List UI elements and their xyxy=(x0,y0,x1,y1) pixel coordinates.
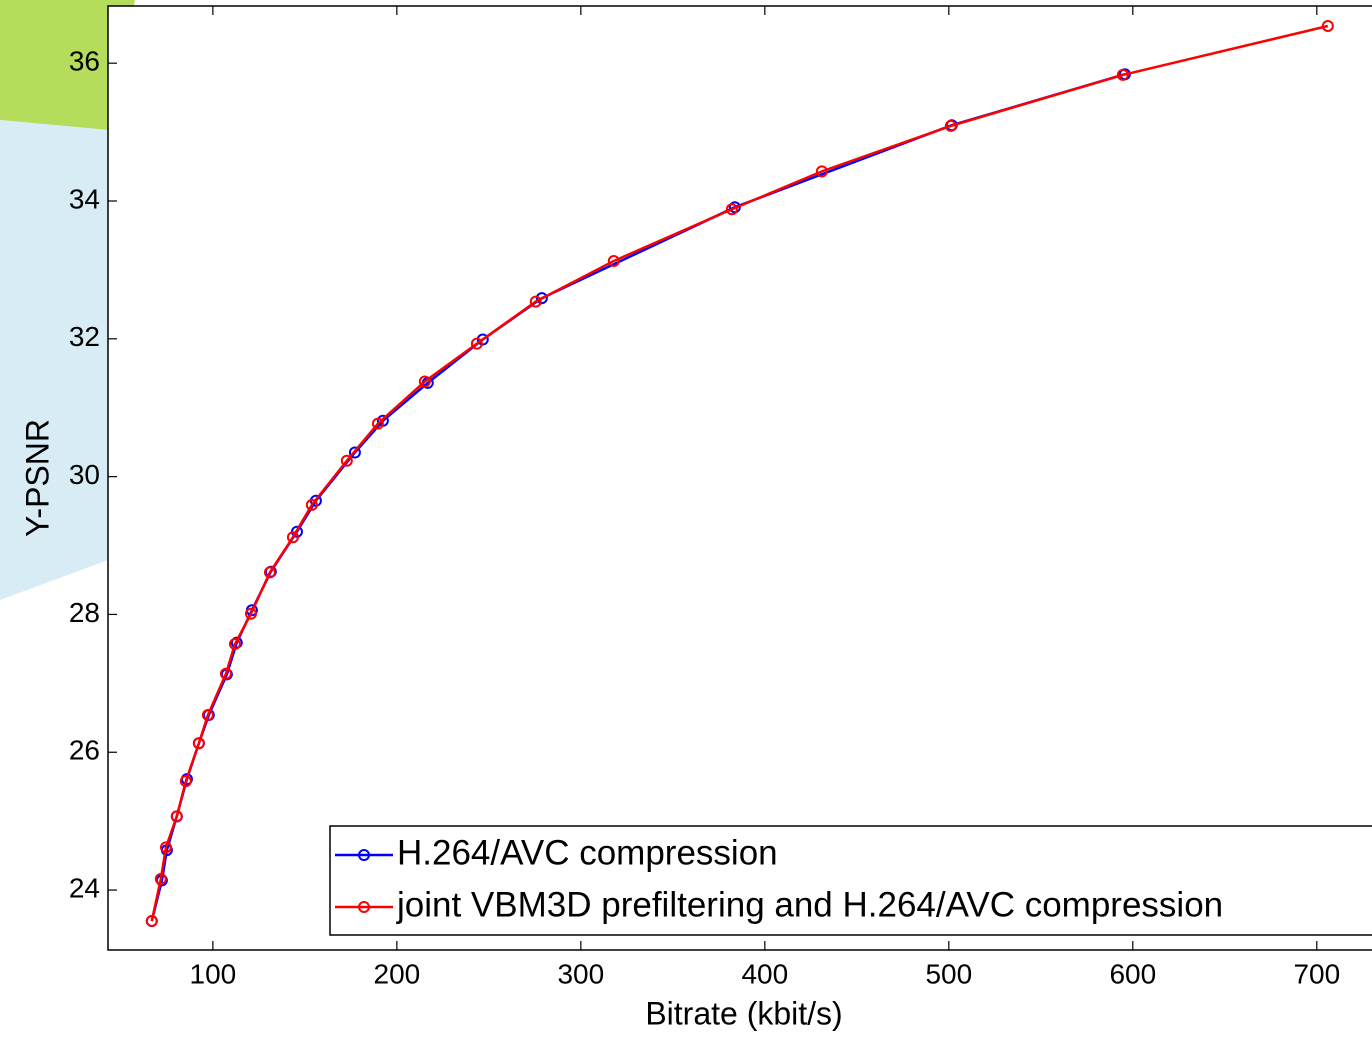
y-tick-label: 32 xyxy=(69,321,100,352)
y-tick-label: 30 xyxy=(69,459,100,490)
legend-label: H.264/AVC compression xyxy=(397,833,778,872)
data-point xyxy=(154,873,167,886)
legend-marker xyxy=(358,849,370,861)
data-point xyxy=(607,254,620,267)
y-tick-label: 24 xyxy=(69,872,100,903)
data-point xyxy=(725,203,738,216)
data-point xyxy=(348,446,361,459)
data-point xyxy=(263,566,276,579)
data-point xyxy=(1321,19,1334,32)
data-point xyxy=(340,454,353,467)
data-point xyxy=(470,337,483,350)
x-tick-label: 600 xyxy=(1109,958,1156,989)
x-tick-label: 400 xyxy=(741,958,788,989)
data-point xyxy=(228,638,241,651)
data-point xyxy=(1116,68,1129,81)
data-point xyxy=(170,810,183,823)
data-point xyxy=(286,531,299,544)
x-tick-label: 100 xyxy=(190,958,237,989)
data-point xyxy=(305,498,318,511)
y-axis-label: Y-PSNR xyxy=(19,419,55,537)
data-point xyxy=(230,636,243,649)
x-axis-label: Bitrate (kbit/s) xyxy=(645,995,842,1031)
data-point xyxy=(201,709,214,722)
data-point xyxy=(815,165,828,178)
data-point xyxy=(371,417,384,430)
data-point xyxy=(192,737,205,750)
y-tick-label: 26 xyxy=(69,735,100,766)
data-point xyxy=(418,375,431,388)
data-point xyxy=(529,295,542,308)
x-tick-label: 500 xyxy=(925,958,972,989)
data-point xyxy=(159,841,172,854)
x-tick-label: 200 xyxy=(374,958,421,989)
background-decoration xyxy=(0,120,108,600)
data-point xyxy=(244,607,257,620)
y-tick-label: 28 xyxy=(69,597,100,628)
data-point xyxy=(535,292,548,305)
y-tick-label: 34 xyxy=(69,183,100,214)
data-point xyxy=(944,119,957,132)
plot-area xyxy=(107,5,1372,951)
data-point xyxy=(145,915,158,928)
legend-label: joint VBM3D prefiltering and H.264/AVC c… xyxy=(396,885,1223,924)
background-decoration xyxy=(0,0,135,130)
data-point xyxy=(219,667,232,680)
y-tick-label: 36 xyxy=(69,46,100,77)
x-tick-label: 300 xyxy=(557,958,604,989)
series-line xyxy=(150,24,1329,922)
legend-marker xyxy=(358,901,370,913)
data-point xyxy=(179,775,192,788)
legend-box xyxy=(329,825,1372,936)
x-tick-label: 700 xyxy=(1293,958,1340,989)
